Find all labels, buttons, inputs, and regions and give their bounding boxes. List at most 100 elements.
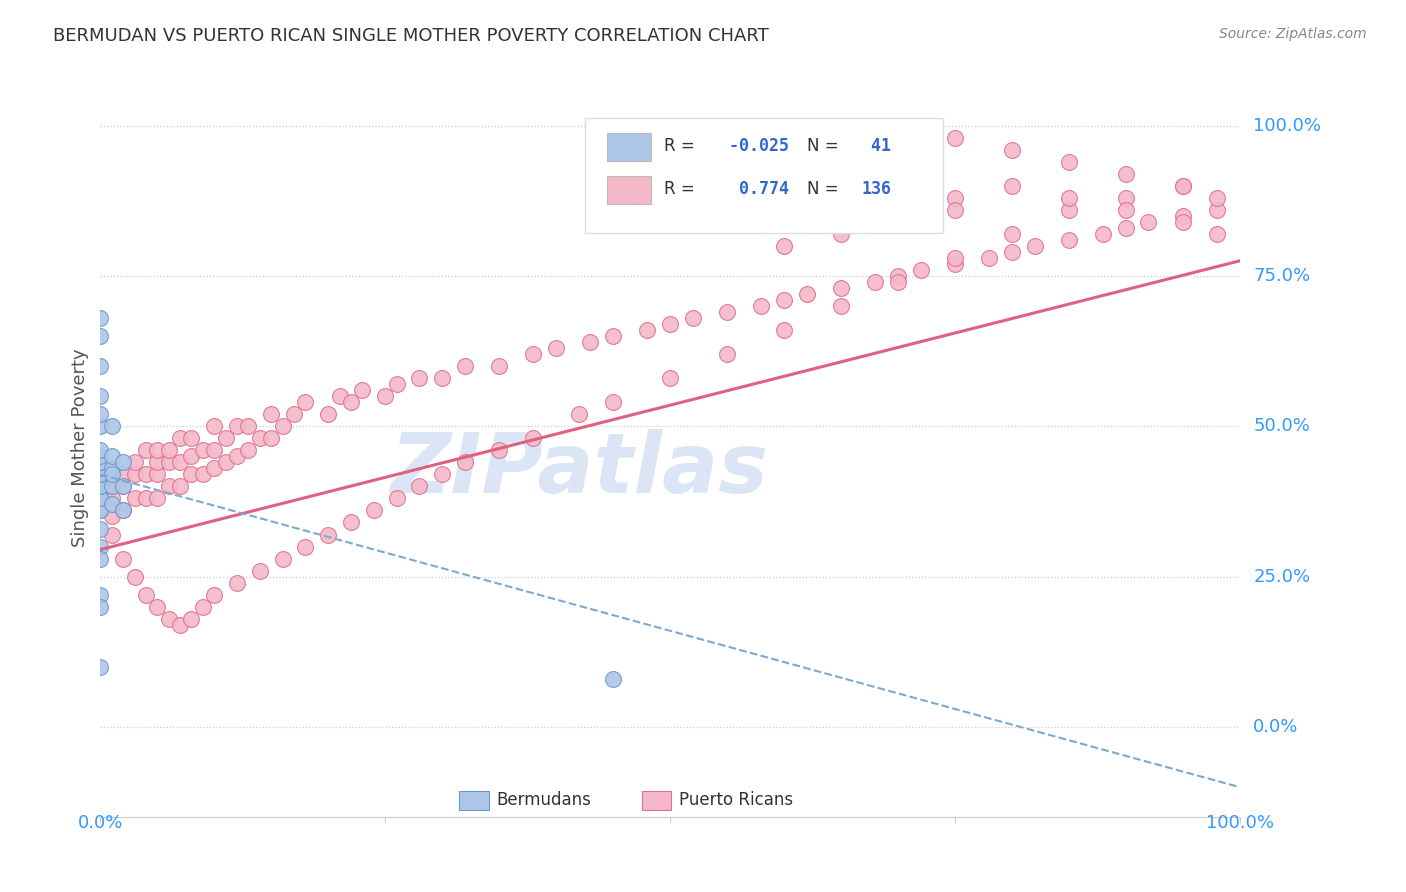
Point: [408, 371, 430, 385]
Text: Puerto Ricans: Puerto Ricans: [679, 791, 793, 809]
Point: [89, 407, 111, 421]
Point: [316, 527, 339, 541]
Point: [100, 527, 122, 541]
Point: [636, 323, 658, 337]
Point: [89, 479, 111, 493]
Text: BERMUDAN VS PUERTO RICAN SINGLE MOTHER POVERTY CORRELATION CHART: BERMUDAN VS PUERTO RICAN SINGLE MOTHER P…: [53, 27, 769, 45]
Point: [773, 130, 796, 145]
Point: [100, 498, 122, 512]
Point: [374, 389, 396, 403]
Point: [112, 503, 135, 517]
Point: [146, 443, 169, 458]
Point: [1115, 202, 1137, 217]
Point: [146, 455, 169, 469]
Point: [1001, 178, 1024, 193]
Point: [260, 431, 283, 445]
Point: [910, 263, 932, 277]
Point: [340, 516, 363, 530]
Point: [830, 299, 852, 313]
Text: -0.025: -0.025: [718, 137, 789, 155]
Point: [943, 251, 966, 265]
Point: [191, 599, 214, 614]
Point: [260, 407, 283, 421]
Point: [602, 395, 624, 409]
Point: [180, 431, 202, 445]
Point: [215, 455, 238, 469]
Point: [659, 317, 682, 331]
Point: [89, 491, 111, 506]
Point: [430, 467, 453, 482]
Text: N =: N =: [807, 137, 844, 155]
Text: 0.774: 0.774: [718, 180, 789, 198]
Point: [89, 461, 111, 475]
FancyBboxPatch shape: [641, 790, 671, 810]
Text: ZIPatlas: ZIPatlas: [389, 429, 768, 510]
Point: [271, 551, 294, 566]
Point: [488, 359, 510, 373]
Text: N =: N =: [807, 180, 844, 198]
Point: [89, 389, 111, 403]
Point: [1171, 178, 1194, 193]
Point: [1001, 143, 1024, 157]
Point: [89, 503, 111, 517]
Point: [1024, 239, 1046, 253]
Text: 0.0%: 0.0%: [1253, 718, 1299, 736]
Point: [602, 329, 624, 343]
Point: [977, 251, 1000, 265]
Point: [146, 467, 169, 482]
Point: [202, 588, 225, 602]
Point: [89, 467, 111, 482]
Point: [89, 479, 111, 493]
Point: [124, 569, 146, 583]
Point: [135, 588, 157, 602]
Point: [180, 450, 202, 464]
FancyBboxPatch shape: [460, 790, 489, 810]
FancyBboxPatch shape: [607, 176, 651, 204]
Point: [112, 455, 135, 469]
Point: [682, 311, 704, 326]
Point: [249, 431, 271, 445]
Point: [1171, 215, 1194, 229]
Point: [100, 450, 122, 464]
FancyBboxPatch shape: [607, 133, 651, 161]
Point: [1115, 191, 1137, 205]
Point: [1057, 202, 1080, 217]
Point: [887, 275, 910, 289]
Point: [157, 455, 180, 469]
Point: [454, 455, 477, 469]
Point: [1137, 215, 1160, 229]
Point: [238, 419, 260, 434]
Point: [89, 540, 111, 554]
Point: [943, 191, 966, 205]
Point: [169, 617, 191, 632]
Point: [100, 479, 122, 493]
Point: [749, 299, 772, 313]
Point: [89, 479, 111, 493]
Point: [454, 359, 477, 373]
Point: [202, 419, 225, 434]
Point: [773, 239, 796, 253]
Point: [146, 491, 169, 506]
Point: [169, 479, 191, 493]
Point: [943, 130, 966, 145]
Point: [488, 443, 510, 458]
Point: [863, 275, 886, 289]
Point: [408, 479, 430, 493]
Point: [112, 479, 135, 493]
Point: [1057, 233, 1080, 247]
Point: [1001, 244, 1024, 259]
Point: [1057, 154, 1080, 169]
Point: [226, 575, 249, 590]
Text: 75.0%: 75.0%: [1253, 267, 1310, 285]
Point: [89, 450, 111, 464]
Point: [215, 431, 238, 445]
Point: [796, 287, 818, 301]
Text: 25.0%: 25.0%: [1253, 567, 1310, 586]
Point: [100, 479, 122, 493]
Point: [1115, 220, 1137, 235]
Point: [830, 119, 852, 133]
Point: [830, 281, 852, 295]
Point: [363, 503, 385, 517]
Point: [89, 467, 111, 482]
Point: [135, 443, 157, 458]
